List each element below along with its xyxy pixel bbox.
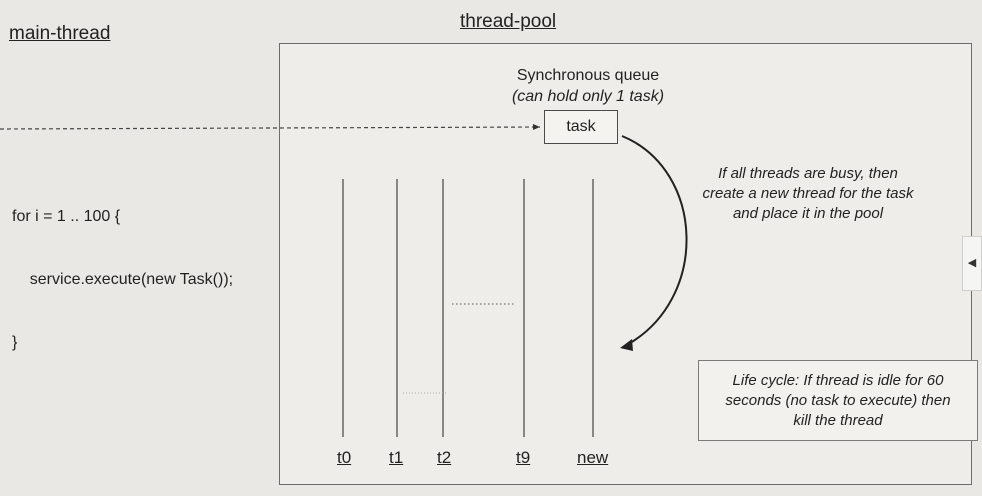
life-cycle-line-2: seconds (no task to execute) then [725,392,951,409]
thread-label-new: new [577,448,609,467]
life-cycle-line-3: kill the thread [793,412,883,429]
queue-title: Synchronous queue (can hold only 1 task) [498,65,678,107]
task-label: task [566,118,596,135]
busy-note-line-2: create a new thread for the task [702,185,914,202]
busy-note-line-3: and place it in the pool [732,205,884,222]
code-line-3: } [12,334,18,351]
code-block: for i = 1 .. 100 { service.execute(new T… [12,164,233,374]
dispatch-dashed-line [0,126,541,130]
thread-pool-title: thread-pool [460,11,557,32]
new-thread-arrowhead [620,339,633,351]
busy-note: If all threads are busy, then create a n… [683,164,933,224]
busy-note-line-1: If all threads are busy, then [718,165,898,182]
thread-label-t9: t9 [516,448,531,467]
side-tab-button[interactable]: ◀ [962,236,982,291]
task-box: task [544,110,618,144]
new-thread-curve-arrow [621,135,688,347]
life-cycle-line-1: Life cycle: If thread is idle for 60 [732,372,944,389]
dispatch-arrowhead [533,124,540,130]
collapse-arrow-icon: ◀ [967,257,977,269]
life-cycle-box: Life cycle: If thread is idle for 60 sec… [698,360,978,441]
thread-label-t0: t0 [337,448,352,467]
thread-label-t2: t2 [437,448,452,467]
queue-subtitle: (can hold only 1 task) [511,88,665,105]
code-line-2: service.execute(new Task()); [12,271,234,288]
main-thread-title: main-thread [9,23,111,44]
queue-title-text: Synchronous queue [516,67,660,84]
thread-label-t1: t1 [389,448,404,467]
code-line-1: for i = 1 .. 100 { [12,208,121,225]
